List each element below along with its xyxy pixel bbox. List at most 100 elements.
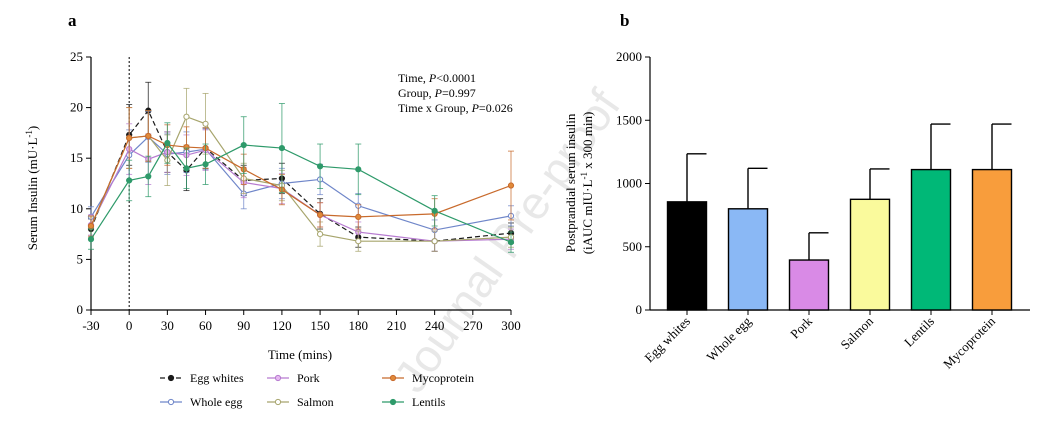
bar-rect: [910, 168, 952, 311]
data-point: [183, 113, 190, 120]
data-point: [316, 231, 324, 238]
bar-rect: [849, 198, 891, 311]
legend-swatch-marker: [274, 398, 282, 406]
data-point: [202, 161, 209, 168]
panel-a-axes: [90, 57, 511, 311]
panel-b-y-axis-title-line2: (iAUC mIU·L-1 x 300 min): [579, 112, 595, 255]
data-point: [355, 166, 362, 173]
data-point: [145, 132, 152, 140]
bar-rect: [727, 208, 769, 311]
data-point: [431, 207, 438, 214]
legend-label: Egg whites: [190, 371, 244, 385]
panel-b-x-tick-label: Whole egg: [703, 313, 754, 364]
panel-b-y-tick-label: 1000: [616, 176, 642, 191]
panel-a-series: [87, 81, 515, 253]
data-point: [507, 239, 515, 246]
panel-a-stat-line: Group, P=0.997: [398, 86, 476, 100]
panel-a-x-tick-label: 60: [199, 318, 212, 333]
panel-b-x-tick-label: Mycoprotein: [940, 313, 998, 371]
panel-b-x-tick-label: Lentils: [901, 314, 937, 350]
panel-b-y-tick-label: 1500: [616, 112, 642, 127]
bar-pork: [788, 232, 830, 311]
panel-a-x-tick-label: 90: [237, 318, 250, 333]
panel-a-x-tick-label: 300: [501, 318, 521, 333]
legend-item-whole-egg: Whole egg: [160, 395, 242, 409]
data-point: [145, 173, 152, 180]
bar-mycoprotein: [971, 123, 1013, 311]
legend-label: Pork: [297, 371, 320, 385]
series-lentils: [87, 103, 515, 253]
data-point: [202, 120, 209, 127]
panel-a-legend: Egg whites Pork Mycoprotein Whole egg Salmon…: [160, 371, 474, 409]
bar-whole-egg: [727, 167, 769, 311]
data-point: [431, 238, 438, 245]
series-line: [90, 115, 512, 242]
panel-a-x-tick-label: 120: [272, 318, 292, 333]
panel-b-x-tick-label: Pork: [787, 313, 815, 341]
panel-a-y-tick-label: 0: [77, 302, 84, 317]
panel-b-y-axis-title-line1: Postprandial serum insulin: [563, 113, 578, 252]
legend-swatch-marker: [167, 398, 175, 406]
panel-a-letter: a: [68, 11, 77, 30]
data-point: [87, 236, 95, 243]
legend-swatch-marker: [389, 398, 397, 406]
legend-label: Lentils: [412, 395, 446, 409]
panel-a-stat-line: Time x Group, P=0.026: [398, 101, 513, 115]
panel-a-x-tick-label: 0: [126, 318, 133, 333]
data-point: [126, 177, 133, 184]
panel-b-y-tick-label: 0: [636, 302, 643, 317]
bar-rect: [666, 201, 708, 311]
panel-a-y-ticks: 0 5 10 15 20 25: [70, 49, 91, 317]
panel-a-x-tick-label: 180: [349, 318, 369, 333]
panel-b-y-ticks: 0 500 1000 1500 2000: [616, 49, 650, 317]
panel-a-y-tick-label: 25: [70, 49, 83, 64]
data-point: [278, 144, 286, 152]
legend-label: Salmon: [297, 395, 334, 409]
panel-a-x-axis-title: Time (mins): [268, 347, 332, 362]
bar-egg-whites: [666, 153, 708, 311]
bar-rect: [788, 259, 830, 311]
data-point: [240, 141, 247, 149]
data-point: [355, 213, 362, 220]
panel-b-y-tick-label: 500: [623, 239, 643, 254]
panel-b-x-tick-label: Egg whites: [641, 314, 693, 366]
data-point: [126, 134, 133, 142]
data-point: [164, 139, 171, 147]
panel-a-y-tick-label: 20: [70, 100, 83, 115]
panel-a-y-tick-label: 15: [70, 150, 83, 165]
legend-item-pork: Pork: [267, 371, 320, 385]
panel-a-x-tick-label: 270: [463, 318, 483, 333]
data-point: [87, 222, 95, 230]
panel-a-x-tick-label: 240: [425, 318, 445, 333]
panel-b-bar-chart: b 0 500 1000 1500 2000 Egg whites Whole egg Po…: [563, 11, 1030, 372]
data-point: [316, 211, 324, 218]
panel-a-y-tick-label: 10: [70, 201, 83, 216]
legend-swatch-marker: [167, 374, 175, 382]
legend-swatch-marker: [389, 374, 397, 382]
series-line: [90, 109, 512, 242]
data-point: [183, 165, 190, 172]
panel-a-x-tick-label: -30: [82, 318, 99, 333]
panel-a-x-tick-label: 210: [387, 318, 407, 333]
panel-a-y-tick-label: 5: [77, 251, 84, 266]
panel-b-bars: [666, 123, 1013, 311]
legend-label: Mycoprotein: [412, 371, 474, 385]
bar-salmon: [849, 168, 891, 311]
series-whole-egg: [87, 111, 515, 241]
panel-a-stat-line: Time, P<0.0001: [398, 71, 476, 85]
series-line: [90, 136, 512, 231]
panel-b-x-tick-label: Salmon: [837, 313, 876, 352]
series-line: [90, 148, 512, 242]
panel-b-x-tick-labels: Egg whites Whole egg Pork Salmon Lentils Myco…: [641, 310, 998, 372]
panel-a-x-tick-label: 30: [161, 318, 174, 333]
panel-a-x-tick-label: 150: [310, 318, 330, 333]
bar-lentils: [910, 123, 952, 311]
legend-label: Whole egg: [190, 395, 242, 409]
panel-a-y-axis-title: Serum Insulin (mU·L-1): [24, 126, 40, 251]
panel-b-letter: b: [620, 11, 629, 30]
legend-swatch-marker: [274, 374, 282, 382]
data-point: [507, 182, 515, 189]
